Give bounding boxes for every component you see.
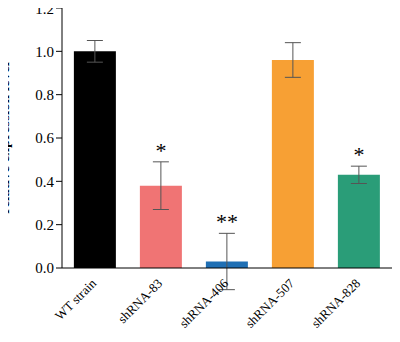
svg-text:0.2: 0.2 bbox=[35, 217, 54, 233]
svg-text:shRNA-83: shRNA-83 bbox=[115, 276, 165, 326]
svg-text:*: * bbox=[353, 142, 364, 167]
svg-text:relative expression level: relative expression level bbox=[8, 62, 12, 214]
svg-text:shRNA-406: shRNA-406 bbox=[176, 275, 231, 330]
svg-text:shRNA-507: shRNA-507 bbox=[242, 275, 297, 330]
svg-text:0.6: 0.6 bbox=[35, 130, 54, 146]
svg-text:shRNA-828: shRNA-828 bbox=[308, 276, 363, 331]
svg-text:0.4: 0.4 bbox=[35, 174, 54, 190]
svg-text:*: * bbox=[155, 138, 166, 163]
svg-text:0.8: 0.8 bbox=[35, 87, 54, 103]
svg-text:1.0: 1.0 bbox=[35, 44, 54, 60]
svg-text:**: ** bbox=[216, 209, 238, 234]
svg-text:1.2: 1.2 bbox=[35, 8, 54, 17]
svg-text:0.0: 0.0 bbox=[35, 260, 54, 276]
svg-text:WT strain: WT strain bbox=[52, 275, 100, 323]
